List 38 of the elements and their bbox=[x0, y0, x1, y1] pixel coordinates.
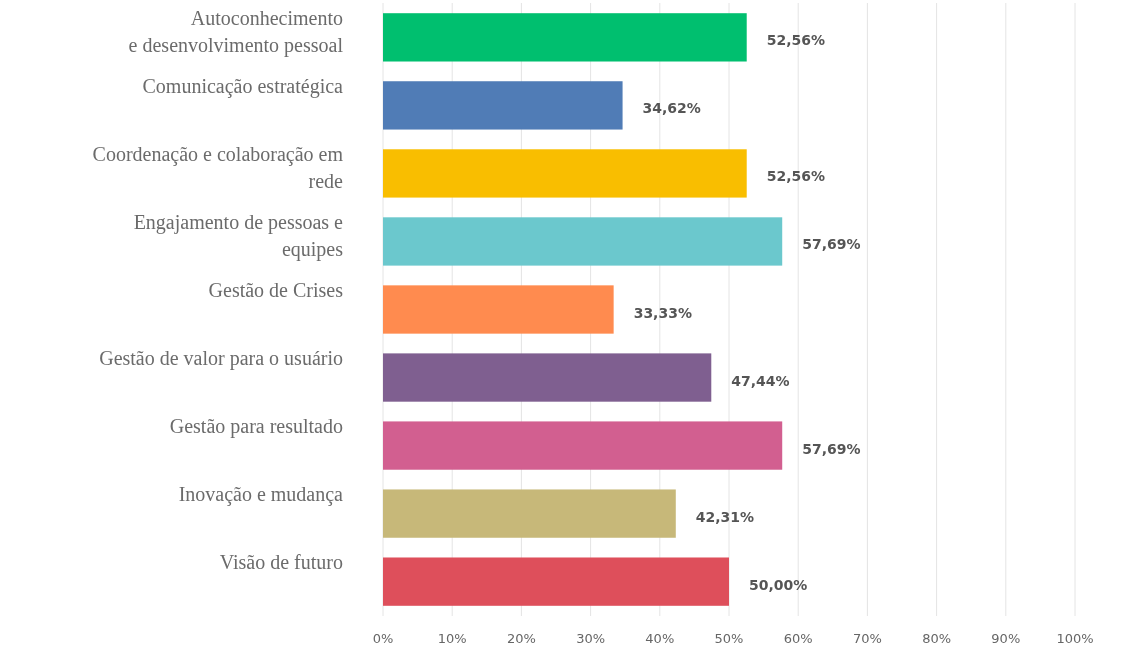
bar bbox=[383, 353, 712, 402]
x-tick-label: 0% bbox=[372, 631, 394, 646]
data-label: 42,31% bbox=[695, 508, 755, 525]
y-tick-label: Gestão de Crises bbox=[208, 279, 344, 302]
bar bbox=[383, 557, 729, 606]
bar bbox=[383, 13, 747, 62]
y-tick-label: Gestão para resultado bbox=[169, 415, 343, 439]
x-tick-label: 10% bbox=[437, 631, 467, 646]
data-label: 52,56% bbox=[766, 32, 826, 49]
x-tick-label: 100% bbox=[1056, 631, 1094, 646]
x-tick-label: 30% bbox=[576, 631, 606, 646]
y-tick-label: Autoconhecimento e desenvolvimento pessoal bbox=[128, 7, 344, 58]
x-tick-label: 20% bbox=[506, 631, 536, 646]
x-tick-label: 80% bbox=[922, 631, 952, 646]
data-label: 50,00% bbox=[749, 576, 808, 593]
y-tick-label: Coordenação e colaboração em rede bbox=[92, 143, 344, 193]
bar bbox=[383, 217, 783, 266]
y-tick-label: Comunicação estratégica bbox=[142, 75, 344, 99]
bar bbox=[383, 149, 747, 198]
data-label: 33,33% bbox=[633, 304, 692, 321]
y-tick-label: Visão de futuro bbox=[219, 551, 343, 574]
x-tick-label: 60% bbox=[783, 631, 813, 646]
y-tick-label: Gestão de valor para o usuário bbox=[99, 347, 343, 371]
x-tick-label: 50% bbox=[714, 631, 744, 646]
data-label: 47,44% bbox=[731, 372, 790, 389]
data-label: 34,62% bbox=[642, 100, 701, 117]
bar bbox=[383, 81, 623, 130]
data-label: 52,56% bbox=[766, 168, 826, 185]
y-tick-label: Engajamento de pessoas e equipes bbox=[133, 211, 344, 262]
bar bbox=[383, 421, 783, 470]
y-tick-label: Inovação e mudança bbox=[178, 483, 344, 507]
bar bbox=[383, 285, 614, 334]
x-tick-label: 70% bbox=[852, 631, 882, 646]
data-label: 57,69% bbox=[802, 236, 861, 253]
x-tick-label: 40% bbox=[645, 631, 675, 646]
x-tick-label: 90% bbox=[991, 631, 1021, 646]
bar bbox=[383, 489, 676, 538]
data-label: 57,69% bbox=[802, 440, 861, 457]
